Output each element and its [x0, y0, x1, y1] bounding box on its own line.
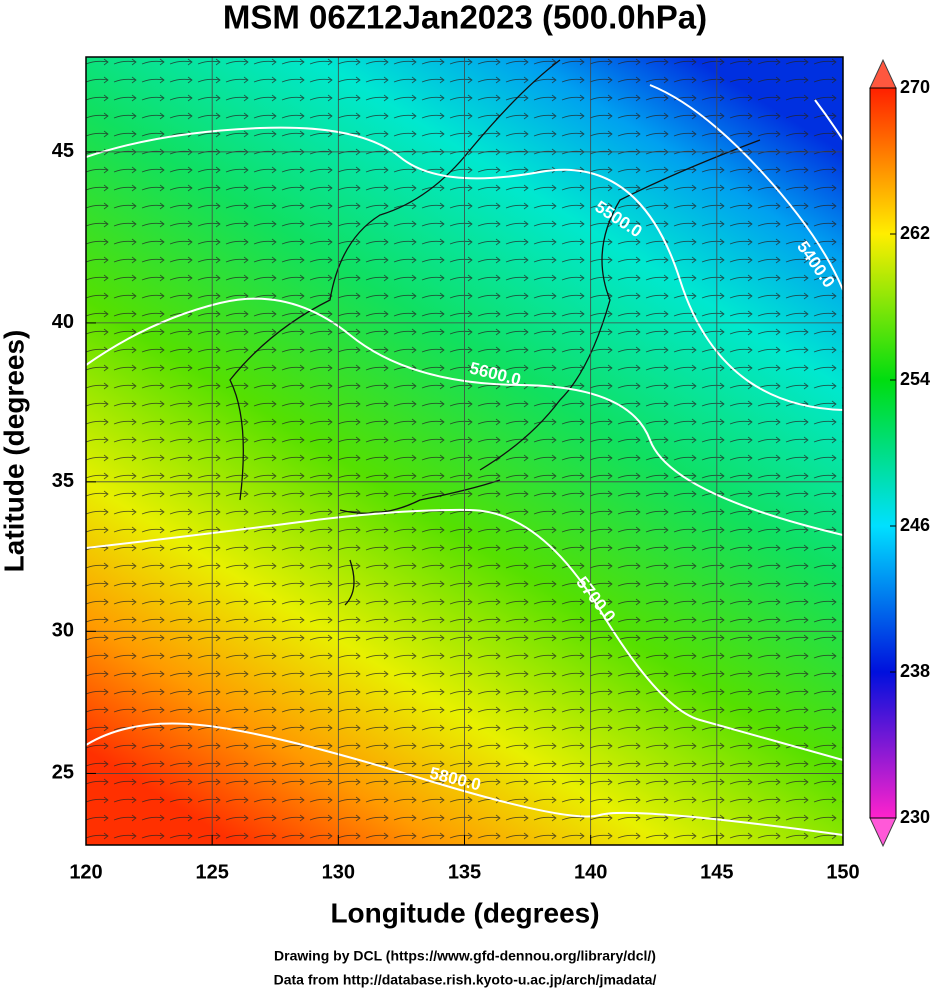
contour [86, 126, 843, 411]
x-tick-label: 130 [322, 861, 355, 883]
y-tick-label: 35 [52, 470, 74, 492]
colorbar-tick-label: 246 [900, 515, 930, 535]
map-field: 5400.0 5500.0 5600.0 5700.0 5800.0 [86, 57, 843, 845]
credit: Drawing by DCL (https://www.gfd-dennou.o… [274, 948, 656, 964]
contour [86, 297, 843, 536]
y-tick-label: 25 [52, 762, 74, 784]
x-tick-label: 145 [700, 861, 733, 883]
colorbar-extend-min [869, 817, 897, 848]
colorbar-tick-label: 270 [900, 77, 930, 97]
x-tick-label: 140 [574, 861, 607, 883]
x-tick-label: 150 [826, 861, 859, 883]
y-tick-label: 40 [52, 311, 74, 333]
x-tick-label: 120 [69, 861, 102, 883]
contour [649, 84, 843, 291]
y-tick-label: 45 [52, 140, 74, 162]
contour [86, 508, 843, 761]
colorbar-tick-label: 230 [900, 807, 930, 827]
x-axis-label: Longitude (degrees) [330, 897, 599, 928]
x-tick-label: 135 [448, 861, 481, 883]
coastline [339, 479, 501, 606]
colorbar [869, 87, 897, 819]
colorbar-tick-label: 262 [900, 223, 930, 243]
colorbar-tick-label: 238 [900, 661, 930, 681]
y-axis-label: Latitude (degrees) [0, 330, 29, 573]
x-tick-label: 125 [195, 861, 228, 883]
contour [86, 722, 843, 836]
title: MSM 06Z12Jan2023 (500.0hPa) [223, 0, 707, 36]
credit: Data from http://database.rish.kyoto-u.a… [274, 972, 657, 988]
colorbar-extend-max [869, 58, 897, 89]
coastline [229, 59, 761, 501]
y-tick-label: 30 [52, 620, 74, 642]
colorbar-tick-label: 254 [900, 369, 930, 389]
